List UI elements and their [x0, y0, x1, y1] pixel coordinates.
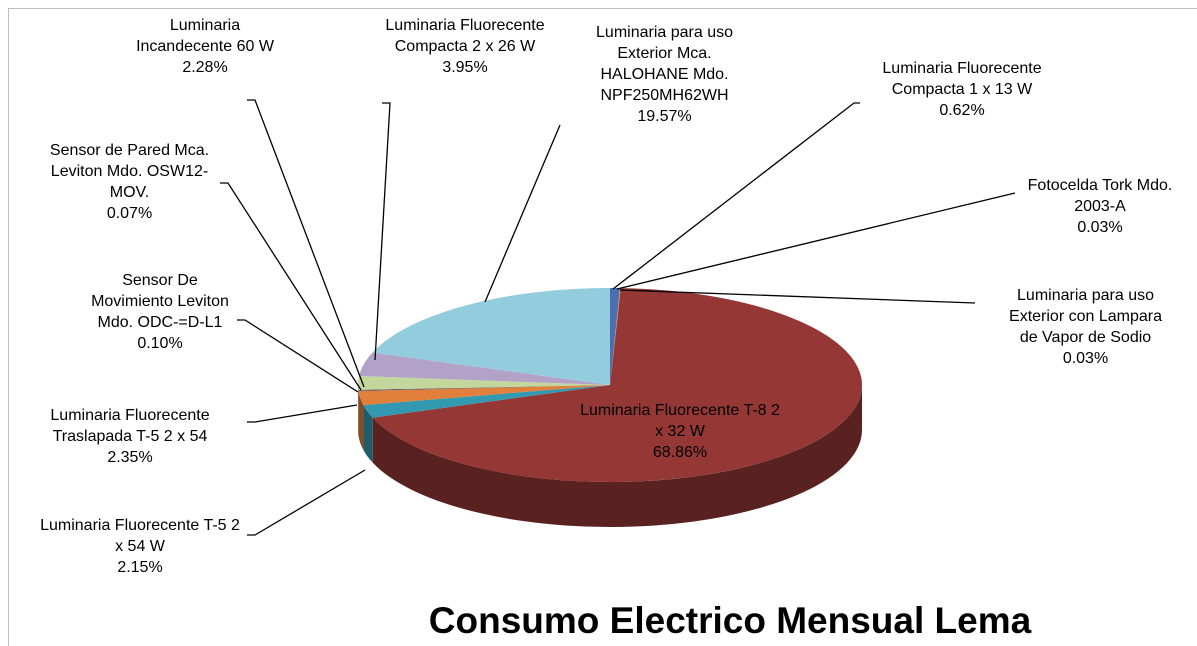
slice: [610, 288, 621, 385]
category-label: Luminaria Incandecente 60 W: [136, 17, 274, 55]
value-label: 0.03%: [1077, 219, 1123, 236]
leader-line: [220, 182, 362, 391]
slice: [358, 385, 610, 391]
slice: [358, 385, 610, 391]
leader-line: [374, 102, 391, 361]
data-label: Luminaria Incandecente 60 W 2.28%: [130, 15, 280, 78]
value-label: 68.86%: [652, 444, 708, 461]
slice-side: [358, 390, 364, 451]
leader-line: [616, 192, 1016, 290]
slice: [610, 288, 620, 385]
value-label: 0.62%: [939, 102, 985, 119]
chart-title: Consumo Electrico Mensual Lema: [428, 600, 1032, 641]
slice: [363, 385, 610, 418]
data-label: Luminaria para uso Exterior con Lampara …: [998, 285, 1173, 369]
slice-side: [363, 405, 373, 463]
leader-line: [247, 99, 365, 388]
category-label: Fotocelda Tork Mdo. 2003-A: [1027, 177, 1173, 215]
data-label: Luminaria Fluorecente T-8 2 x 32 W 68.86%: [580, 400, 780, 463]
leader-line: [484, 124, 561, 303]
value-label: 19.57%: [637, 108, 692, 125]
slice: [372, 288, 862, 482]
category-label: Luminaria Fluorecente Compacta 2 x 26 W: [385, 17, 545, 55]
slice: [358, 375, 610, 390]
data-label: Fotocelda Tork Mdo. 2003-A 0.03%: [1015, 175, 1185, 238]
leader-line: [619, 289, 976, 304]
value-label: 3.95%: [442, 59, 488, 76]
data-label: Luminaria para uso Exterior Mca. HALOHAN…: [582, 22, 747, 127]
slice: [358, 385, 610, 406]
data-label: Sensor de Pared Mca. Leviton Mdo. OSW12-…: [42, 140, 217, 224]
category-label: Luminaria para uso Exterior con Lampara …: [1009, 287, 1162, 346]
value-label: 2.35%: [107, 449, 153, 466]
data-label: Luminaria Fluorecente Compacta 2 x 26 W 3…: [365, 15, 565, 78]
leader-line: [247, 404, 358, 423]
category-label: Luminaria Fluorecente T-8 2 x 32 W: [580, 402, 780, 440]
value-label: 0.03%: [1062, 350, 1109, 367]
data-label: Sensor De Movimiento Leviton Mdo. ODC-=D…: [81, 270, 239, 354]
slice: [359, 352, 610, 385]
slice: [372, 288, 610, 385]
data-label: Luminaria Fluorecente Compacta 1 x 13 W 0…: [862, 58, 1062, 121]
value-label: 0.07%: [106, 205, 153, 222]
category-label: Luminaria Fluorecente Compacta 1 x 13 W: [882, 60, 1042, 98]
chart-border: [8, 8, 1197, 646]
slice: [610, 288, 621, 385]
category-label: Sensor De Movimiento Leviton Mdo. ODC-=D…: [91, 272, 229, 331]
value-label: 2.15%: [117, 559, 163, 576]
category-label: Luminaria Fluorecente T-5 2 x 54 W: [40, 517, 240, 555]
slice-side: [372, 385, 863, 527]
value-label: 0.10%: [137, 335, 183, 352]
value-label: 2.28%: [182, 59, 228, 76]
data-label: Luminaria Fluorecente T-5 2 x 54 W 2.15%: [40, 515, 240, 578]
category-label: Luminaria Fluorecente Traslapada T-5 2 x…: [50, 407, 210, 445]
data-label: Luminaria Fluorecente Traslapada T-5 2 x…: [30, 405, 230, 468]
category-label: Luminaria para uso Exterior Mca. HALOHAN…: [596, 24, 733, 104]
leader-line: [612, 102, 860, 290]
category-label: Sensor de Pared Mca. Leviton Mdo. OSW12-…: [49, 142, 210, 201]
leader-line: [247, 469, 366, 536]
leader-line: [237, 319, 359, 393]
